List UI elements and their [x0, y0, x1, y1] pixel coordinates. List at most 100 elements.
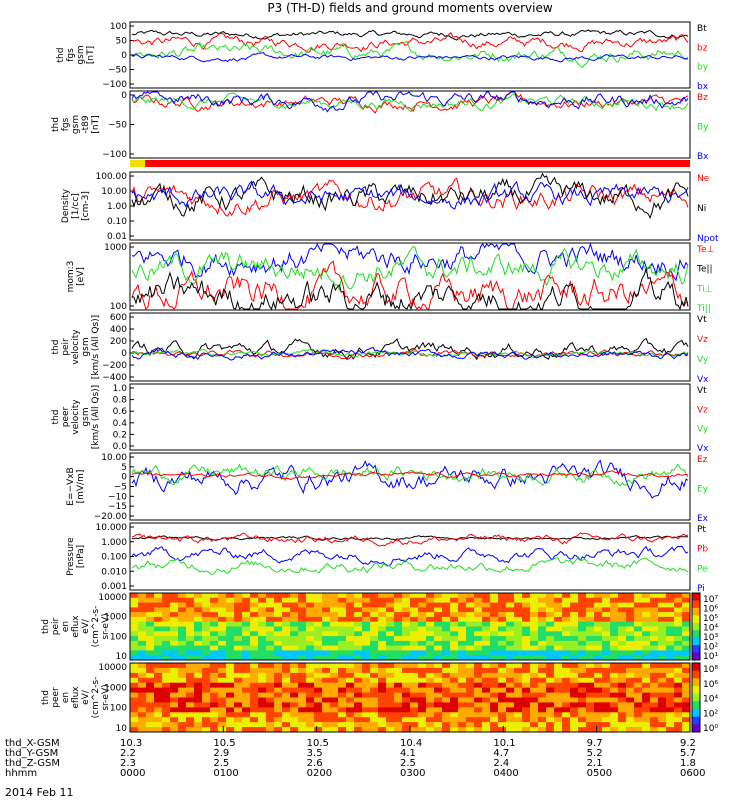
spectrogram-cell	[514, 636, 523, 642]
spectrogram-cell	[314, 636, 323, 642]
legend-entry: Vt	[697, 386, 707, 396]
spectrogram-cell	[554, 626, 563, 632]
spectrogram-cell	[610, 626, 619, 632]
spectrogram-cell	[618, 645, 627, 651]
y-tick-label: 10.000	[96, 523, 128, 533]
spectrogram-cell	[306, 672, 315, 679]
spectrogram-cell	[210, 667, 219, 674]
spectrogram-cell	[290, 663, 299, 669]
spectrogram-cell	[562, 682, 571, 689]
spectrogram-cell	[202, 645, 211, 651]
spectrogram-cell	[282, 682, 291, 689]
spectrogram-cell	[178, 707, 187, 713]
spectrogram-cell	[482, 707, 491, 713]
spectrogram-cell	[650, 682, 659, 689]
spectrogram-cell	[178, 667, 187, 674]
spectrogram-cell	[562, 687, 571, 693]
spectrogram-cell	[282, 645, 291, 651]
spectrogram-cell	[522, 616, 531, 623]
spectrogram-cell	[194, 616, 203, 623]
spectrogram-cell	[378, 697, 387, 703]
spectrogram-cell	[522, 636, 531, 642]
footer-value: 1.8	[680, 758, 696, 769]
spectrogram-cell	[162, 655, 171, 661]
spectrogram-cell	[202, 636, 211, 642]
spectrogram-cell	[674, 607, 683, 613]
spectrogram-cell	[514, 707, 523, 713]
spectrogram-cell	[314, 697, 323, 703]
spectrogram-cell	[386, 645, 395, 651]
spectrogram-cell	[322, 636, 331, 642]
spectrogram-cell	[602, 640, 611, 647]
spectrogram-cell	[634, 682, 643, 689]
spectrogram-cell	[434, 621, 443, 627]
spectrogram-cell	[314, 593, 323, 599]
spectrogram-cell	[202, 692, 211, 698]
spectrogram-cell	[634, 692, 643, 698]
spectrogram-cell	[538, 692, 547, 698]
spectrogram-cell	[546, 672, 555, 679]
panel-frame	[129, 522, 691, 591]
spectrogram-cell	[442, 597, 451, 604]
spectrogram-cell	[402, 640, 411, 647]
spectrogram-cell	[242, 631, 251, 637]
spectrogram-cell	[650, 597, 659, 604]
spectrogram-cell	[666, 626, 675, 632]
spectrogram-cell	[538, 602, 547, 608]
spectrogram-cell	[458, 727, 467, 733]
spectrogram-cell	[674, 593, 683, 599]
spectrogram-cell	[394, 616, 403, 623]
spectrogram-cell	[386, 687, 395, 693]
spectrogram-cell	[466, 602, 475, 608]
panel-frame	[129, 242, 691, 311]
spectrogram-cell	[650, 612, 659, 618]
spectrogram-cell	[378, 593, 387, 599]
spectrogram-cell	[442, 626, 451, 632]
spectrogram-cell	[274, 616, 283, 623]
spectrogram-cell	[586, 727, 595, 733]
spectrogram-cell	[306, 727, 315, 733]
spectrogram-cell	[426, 682, 435, 689]
spectrogram-cell	[442, 677, 451, 684]
spectrogram-cell	[546, 631, 555, 637]
spectrogram-cell	[434, 636, 443, 642]
spectrogram-cell	[194, 702, 203, 708]
spectrogram-cell	[506, 727, 515, 733]
spectrogram-cell	[274, 631, 283, 637]
spectrogram-cell	[274, 597, 283, 604]
spectrogram-cell	[386, 672, 395, 679]
series-line-bz	[131, 31, 689, 53]
spectrogram-cell	[266, 727, 275, 733]
spectrogram-cell	[658, 672, 667, 679]
spectrogram-cell	[290, 645, 299, 651]
spectrogram-cell	[546, 663, 555, 669]
spectrogram-cell	[306, 612, 315, 618]
spectrogram-cell	[514, 655, 523, 661]
series-line-Ti⊥	[131, 242, 689, 282]
spectrogram-cell	[138, 636, 147, 642]
spectrogram-cell	[298, 717, 307, 723]
spectrogram-cell	[650, 636, 659, 642]
spectrogram-cell	[378, 607, 387, 613]
spectrogram-cell	[298, 677, 307, 684]
spectrogram-cell	[666, 602, 675, 608]
spectrogram-cell	[194, 672, 203, 679]
spectrogram-cell	[530, 597, 539, 604]
spectrogram-cell	[258, 692, 267, 698]
spectrogram-cell	[578, 636, 587, 642]
spectrogram-cell	[458, 616, 467, 623]
spectrogram-cell	[538, 697, 547, 703]
spectrogram-cell	[370, 607, 379, 613]
spectrogram-cell	[458, 607, 467, 613]
spectrogram-cell	[514, 667, 523, 674]
spectrogram-cell	[194, 607, 203, 613]
spectrogram-cell	[306, 636, 315, 642]
spectrogram-cell	[306, 697, 315, 703]
spectrogram-cell	[594, 707, 603, 713]
spectrogram-cell	[298, 612, 307, 618]
spectrogram-cell	[570, 727, 579, 733]
spectrogram-cell	[202, 616, 211, 623]
spectrogram-cell	[378, 667, 387, 674]
spectrogram-cell	[258, 612, 267, 618]
